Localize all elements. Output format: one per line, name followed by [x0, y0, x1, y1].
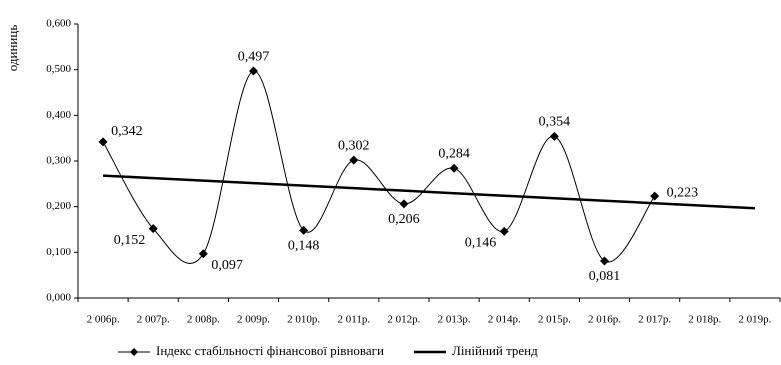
marker [549, 131, 559, 141]
x-tick-label: 2 018р. [688, 314, 721, 326]
legend-label: Лінійний тренд [452, 343, 538, 358]
y-tick-label: 0,400 [46, 109, 71, 121]
value-label: 0,497 [238, 49, 270, 64]
y-tick-label: 0,100 [46, 246, 71, 258]
marker [650, 191, 660, 201]
value-label: 0,148 [288, 239, 320, 254]
marker [98, 137, 108, 147]
legend-marker [130, 348, 138, 356]
value-label: 0,097 [211, 258, 243, 273]
x-tick-label: 2 009р. [237, 314, 270, 326]
y-tick-label: 0,500 [46, 63, 71, 75]
y-axis-title: одиниць [5, 25, 20, 72]
x-tick-label: 2 010р. [287, 314, 320, 326]
value-label: 0,284 [438, 147, 470, 162]
y-tick-label: 0,600 [46, 18, 71, 30]
x-tick-label: 2 014р. [488, 314, 521, 326]
y-tick-label: 0,000 [46, 292, 71, 304]
legend-label: Індекс стабільності фінансової рівноваги [156, 343, 384, 358]
value-label: 0,152 [114, 233, 146, 248]
marker [449, 163, 459, 173]
value-label: 0,302 [338, 138, 370, 153]
value-label: 0,354 [539, 115, 571, 130]
y-tick-label: 0,200 [46, 200, 71, 212]
x-tick-label: 2 011р. [337, 314, 370, 326]
x-tick-label: 2 006р. [87, 314, 120, 326]
marker [249, 66, 258, 76]
x-tick-label: 2 019р. [738, 314, 771, 326]
y-tick-label: 0,300 [46, 155, 71, 167]
marker [299, 225, 309, 235]
value-label: 0,081 [589, 269, 621, 284]
x-tick-label: 2 008р. [187, 314, 220, 326]
x-tick-label: 2 015р. [538, 314, 571, 326]
x-tick-label: 2 013р. [438, 314, 471, 326]
x-tick-label: 2 007р. [137, 314, 170, 326]
index-line [102, 70, 656, 264]
value-label: 0,146 [465, 236, 497, 251]
x-tick-label: 2 012р. [387, 314, 420, 326]
marker [198, 249, 208, 259]
marker [349, 155, 359, 165]
value-label: 0,206 [388, 212, 420, 227]
marker [399, 199, 409, 209]
marker [600, 256, 609, 266]
x-tick-label: 2 016р. [588, 314, 621, 326]
trend-line [103, 174, 755, 210]
marker [499, 226, 509, 236]
value-label: 0,342 [111, 124, 143, 139]
x-tick-label: 2 017р. [638, 314, 671, 326]
value-label: 0,223 [667, 185, 699, 200]
marker [148, 224, 158, 234]
